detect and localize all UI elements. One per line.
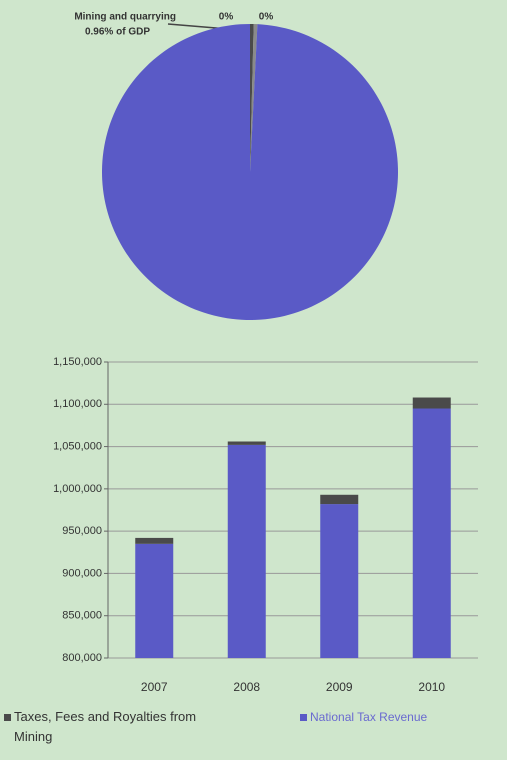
pie-slice — [250, 24, 254, 172]
bar-segment — [412, 408, 451, 658]
annotation-line: 0.96% of GDP — [85, 27, 150, 38]
y-tick-label: 850,000 — [62, 610, 102, 622]
bar-segment — [227, 444, 266, 658]
bar-segment — [135, 543, 174, 658]
bar-segment — [135, 537, 174, 544]
legend-swatch — [300, 714, 307, 721]
bar-segment — [227, 441, 266, 445]
pie-value-label: 0% — [219, 12, 234, 23]
y-tick-label: 1,000,000 — [53, 483, 102, 495]
y-tick-label: 950,000 — [62, 525, 102, 537]
pie-slice — [250, 24, 258, 173]
y-tick-label: 1,050,000 — [53, 440, 102, 452]
legend-label: National Tax Revenue — [310, 710, 428, 724]
pie-value-label: 0% — [259, 12, 274, 23]
y-tick-label: 1,100,000 — [53, 398, 102, 410]
y-tick-label: 1,150,000 — [53, 356, 102, 368]
y-tick-label: 800,000 — [62, 652, 102, 664]
y-tick-label: 900,000 — [62, 567, 102, 579]
annotation-line: Mining and quarrying — [74, 12, 176, 23]
x-tick-label: 2008 — [233, 680, 260, 694]
x-tick-label: 2009 — [326, 680, 353, 694]
legend-swatch — [4, 714, 11, 721]
bar-segment — [320, 504, 359, 658]
x-tick-label: 2010 — [418, 680, 445, 694]
bar-segment — [320, 494, 359, 505]
x-tick-label: 2007 — [141, 680, 168, 694]
bar-segment — [412, 397, 451, 409]
legend-label: Taxes, Fees and Royalties from Mining — [14, 709, 196, 744]
pie-slice — [102, 24, 399, 320]
